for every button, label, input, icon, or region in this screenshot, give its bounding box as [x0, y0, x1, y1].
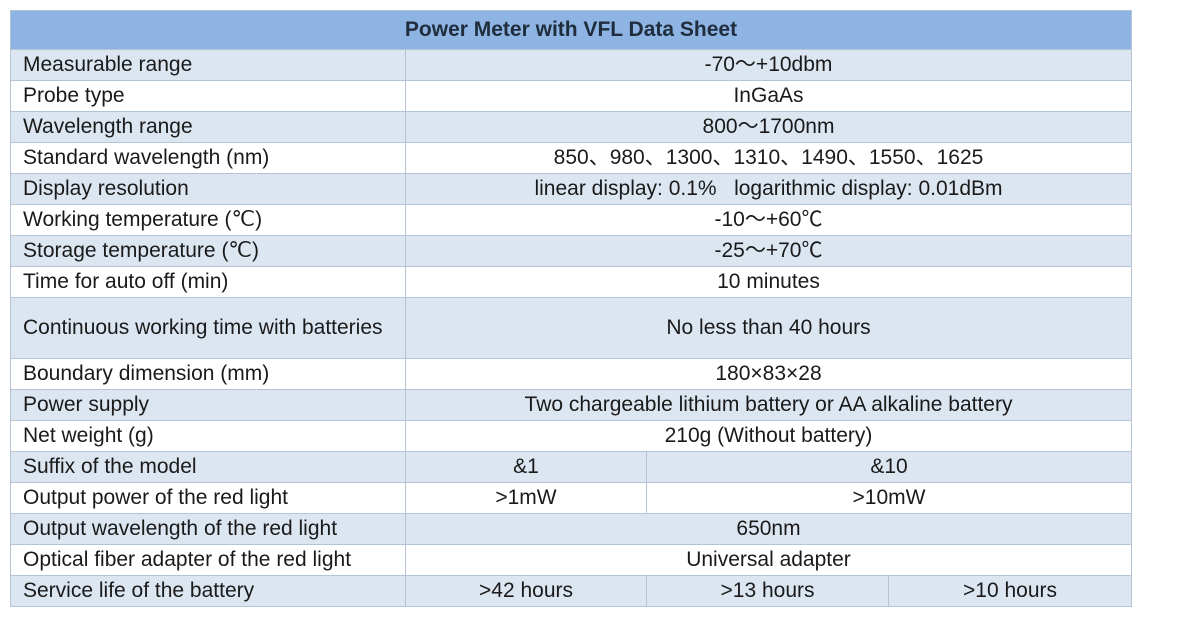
table-row: Power supply Two chargeable lithium batt…	[10, 389, 1132, 421]
table-row: Wavelength range 800～1700nm	[10, 111, 1132, 143]
row-value: >10 hours	[888, 575, 1132, 607]
table-title: Power Meter with VFL Data Sheet	[10, 10, 1132, 50]
table-row: Net weight (g) 210g (Without battery)	[10, 420, 1132, 452]
row-label: Boundary dimension (mm)	[10, 358, 406, 390]
row-value: &10	[646, 451, 1132, 483]
row-value: >42 hours	[405, 575, 647, 607]
row-label: Continuous working time with batteries	[10, 297, 406, 359]
table-row: Boundary dimension (mm) 180×83×28	[10, 358, 1132, 390]
row-value: -10～+60℃	[405, 204, 1132, 236]
row-value: No less than 40 hours	[405, 297, 1132, 359]
table-row: Time for auto off (min) 10 minutes	[10, 266, 1132, 298]
row-value: 210g (Without battery)	[405, 420, 1132, 452]
row-label: Optical fiber adapter of the red light	[10, 544, 406, 576]
row-label: Probe type	[10, 80, 406, 112]
row-label: Net weight (g)	[10, 420, 406, 452]
row-label: Output wavelength of the red light	[10, 513, 406, 545]
row-label: Storage temperature (℃)	[10, 235, 406, 267]
table-row: Working temperature (℃) -10～+60℃	[10, 204, 1132, 236]
row-value: -25～+70℃	[405, 235, 1132, 267]
row-label: Time for auto off (min)	[10, 266, 406, 298]
table-row: Suffix of the model &1 &10	[10, 451, 1132, 483]
row-value: Universal adapter	[405, 544, 1132, 576]
row-label: Measurable range	[10, 49, 406, 81]
row-value: >13 hours	[646, 575, 889, 607]
row-label: Standard wavelength (nm)	[10, 142, 406, 174]
table-row: Output power of the red light >1mW >10mW	[10, 482, 1132, 514]
row-value: 10 minutes	[405, 266, 1132, 298]
table-row: Standard wavelength (nm) 850、980、1300、13…	[10, 142, 1132, 174]
row-value: >10mW	[646, 482, 1132, 514]
row-value: >1mW	[405, 482, 647, 514]
row-value: 850、980、1300、1310、1490、1550、1625	[405, 142, 1132, 174]
table-row: Measurable range -70～+10dbm	[10, 49, 1132, 81]
table-row: Continuous working time with batteries N…	[10, 297, 1132, 359]
row-value: -70～+10dbm	[405, 49, 1132, 81]
table-row: Probe type InGaAs	[10, 80, 1132, 112]
row-label: Display resolution	[10, 173, 406, 205]
row-value: Two chargeable lithium battery or AA alk…	[405, 389, 1132, 421]
row-label: Suffix of the model	[10, 451, 406, 483]
row-label: Working temperature (℃)	[10, 204, 406, 236]
table-row: Storage temperature (℃) -25～+70℃	[10, 235, 1132, 267]
row-value: 650nm	[405, 513, 1132, 545]
table-row: Output wavelength of the red light 650nm	[10, 513, 1132, 545]
data-sheet-table: Power Meter with VFL Data Sheet Measurab…	[10, 10, 1132, 607]
table-row: Optical fiber adapter of the red light U…	[10, 544, 1132, 576]
row-value: 800～1700nm	[405, 111, 1132, 143]
table-row: Display resolution linear display: 0.1% …	[10, 173, 1132, 205]
row-label: Power supply	[10, 389, 406, 421]
row-value: &1	[405, 451, 647, 483]
row-value: linear display: 0.1% logarithmic display…	[405, 173, 1132, 205]
row-label: Service life of the battery	[10, 575, 406, 607]
row-label: Output power of the red light	[10, 482, 406, 514]
row-value: InGaAs	[405, 80, 1132, 112]
row-label: Wavelength range	[10, 111, 406, 143]
row-value: 180×83×28	[405, 358, 1132, 390]
table-row: Service life of the battery >42 hours >1…	[10, 575, 1132, 607]
